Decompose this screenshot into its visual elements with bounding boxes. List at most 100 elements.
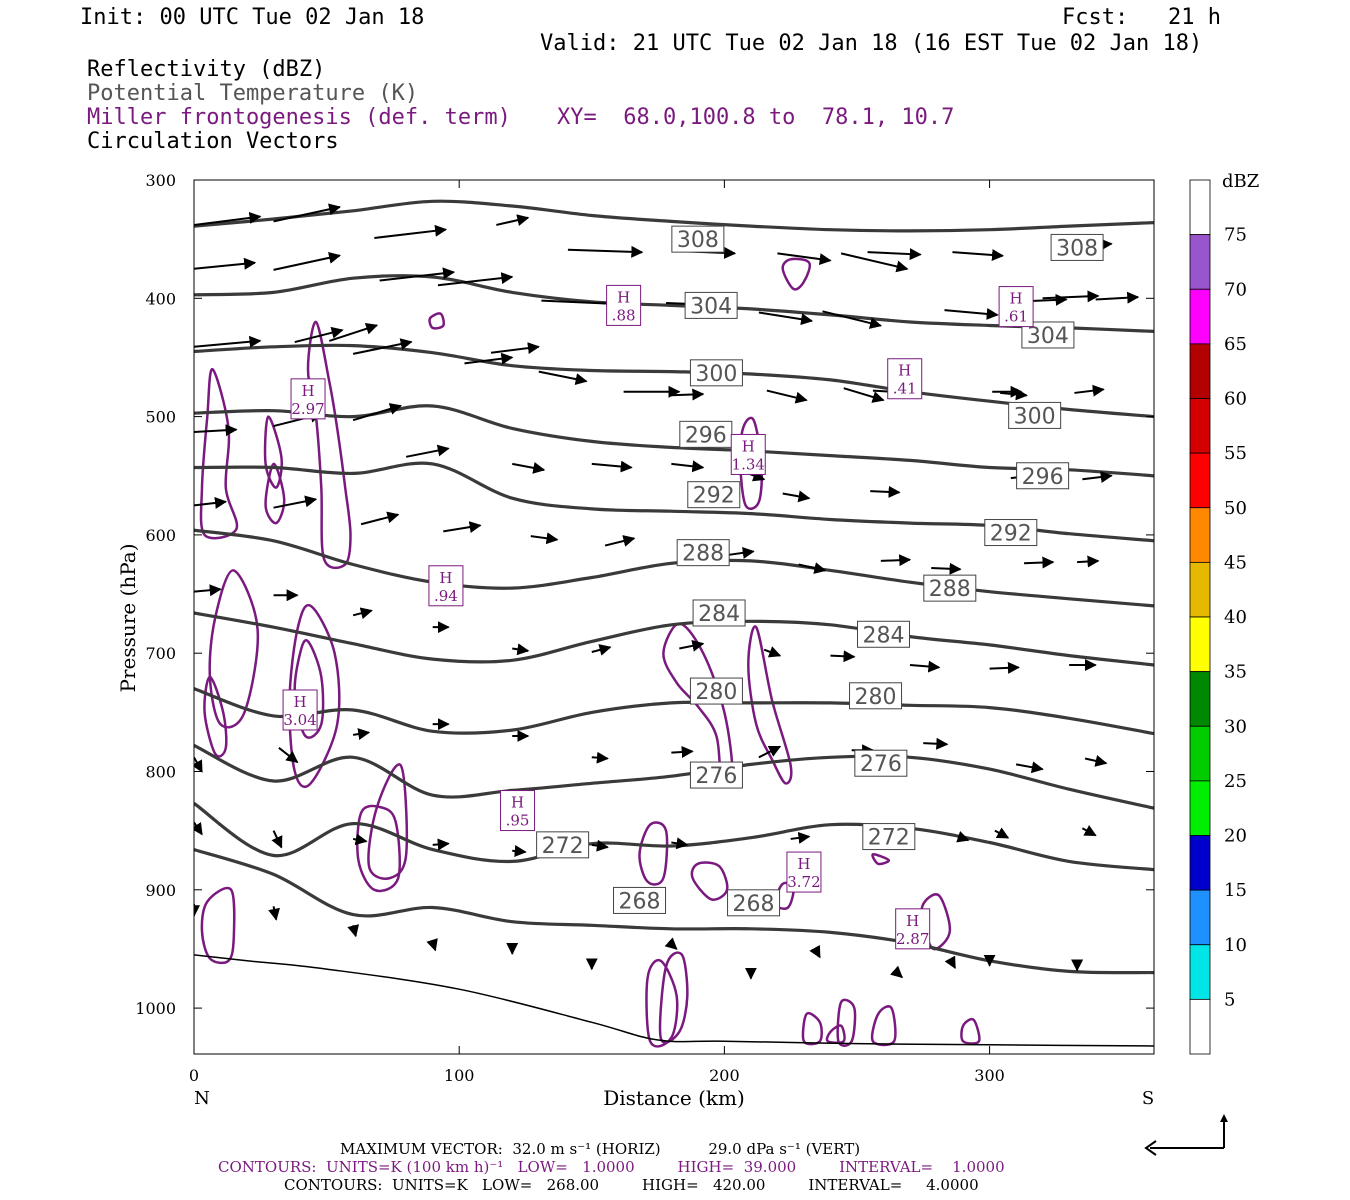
circulation-vector [923,737,949,750]
circulation-vector [1082,471,1113,483]
circulation-vector [679,639,705,652]
y-axis-title: Pressure (hPa) [116,544,140,693]
frontogenesis-max-box [500,790,536,832]
isentrope-label: 308 [1056,236,1098,261]
circulation-vector [1042,290,1100,303]
colorbar-swatch [1189,616,1211,673]
circulation-vector [194,335,262,348]
circulation-vector [591,644,612,656]
frontogenesis-max-label: H [742,437,755,455]
circulation-vector [194,424,238,437]
circulation-vector [530,532,559,545]
circulation-vector [671,460,705,473]
circulation-vector [278,747,299,764]
circulation-vector [405,444,450,458]
circulation-vector [194,211,262,226]
isentrope-label: 268 [619,889,661,914]
circulation-vector [944,307,999,320]
frontogenesis-max-label: H [797,855,810,873]
isentrope-label-box [676,539,730,567]
y-tick-label: 600 [145,526,176,545]
colorbar-label: 65 [1224,334,1247,355]
frontogenesis-max-label: H [906,912,919,930]
circulation-vector [443,521,482,533]
isentrope-label: 308 [677,228,719,253]
isentrope-label: 276 [860,752,902,777]
circulation-vector [591,839,609,852]
frontogenesis-contour [960,1018,981,1045]
frontogenesis-contour [428,312,445,330]
isentrope-label: 280 [855,685,897,710]
circulation-vector [822,310,882,329]
frontogenesis-contour [781,257,811,291]
circulation-vector [347,924,360,938]
circulation-vector [766,389,808,404]
frontogenesis-max-label: H [301,382,314,400]
circulation-vector [490,342,540,355]
frontogenesis-contour [356,804,401,893]
circulation-vector [671,388,705,401]
isentrope-label-layer: 308 308 304 304 300 300 296 296 292 292 288 288 284 2… [536,225,1104,917]
terrain-layer [194,954,1154,1047]
colorbar-swatch [1189,452,1211,509]
frontogenesis-max-box [887,358,923,400]
circulation-vector [194,257,257,270]
circulation-vector [432,838,450,851]
circulation-vector [379,267,456,282]
frontogenesis-contour [288,603,341,788]
colorbar-swatch [1189,835,1211,891]
circulation-vector [671,745,694,758]
isentrope-label: 268 [733,892,775,917]
circulation-vector [890,965,903,979]
circulation-vector [273,495,318,509]
terrain-line [194,954,1154,1047]
circulation-vector [328,322,379,342]
isentrope-label: 288 [929,577,971,602]
circulation-vector [591,460,633,473]
isentrope-label-box [984,519,1038,547]
circulation-vector [538,370,588,385]
isentrope-label-box [671,225,725,253]
circulation-vector [352,833,368,846]
x-tick-label: 300 [974,1066,1005,1085]
plot-frame [193,179,1155,1055]
frontogenesis-max-value: 3.04 [283,711,316,729]
x-axis-title: Distance (km) [603,1086,745,1110]
colorbar-label: 10 [1224,935,1247,956]
circulation-vector [567,245,644,258]
circulation-vector [763,646,782,658]
frontogenesis-max-label: H [294,693,307,711]
circulation-vector [1077,555,1100,568]
frontogenesis-max-value: .41 [893,380,917,398]
isentrope-label-box [613,886,667,914]
circulation-vector [496,214,530,226]
circulation-vector [273,203,341,223]
frontogenesis-contour [264,462,286,525]
circulation-vector [830,650,856,663]
isentrope-label-box [679,420,733,448]
isentrope-label: 288 [682,542,724,567]
isentrope-label: 300 [1014,404,1056,429]
isentrope-300 [194,343,1154,419]
isentrope-280 [194,687,1154,736]
colorbar-label: 60 [1224,389,1247,410]
init-time: Init: 00 UTC Tue 02 Jan 18 [80,5,425,30]
axes-layer: 300 400 500 600 700 800 900 1000 0 100 200 300 Dista… [116,171,1154,1110]
isentrope-label-box [687,481,741,509]
colorbar-label: 25 [1224,771,1247,792]
y-tick-label: 1000 [135,999,176,1018]
y-tick-label: 500 [145,408,176,427]
frontogenesis-contour [801,1012,823,1046]
frontogenesis-max-value: .94 [434,587,458,605]
colorbar-swatch [1189,889,1211,946]
colorbar-swatch [1189,780,1211,836]
frontogenesis-max-label: H [898,362,911,380]
frontogenesis-contour [263,415,284,489]
isentrope-label: 304 [690,294,732,319]
frontogenesis-max-box [606,284,642,326]
frontogenesis-contour [200,886,236,965]
colorbar-swatch [1189,725,1211,782]
frontogenesis-max-box [895,908,931,950]
isentrope-label: 300 [695,362,737,387]
isentrope-label: 280 [695,680,737,705]
